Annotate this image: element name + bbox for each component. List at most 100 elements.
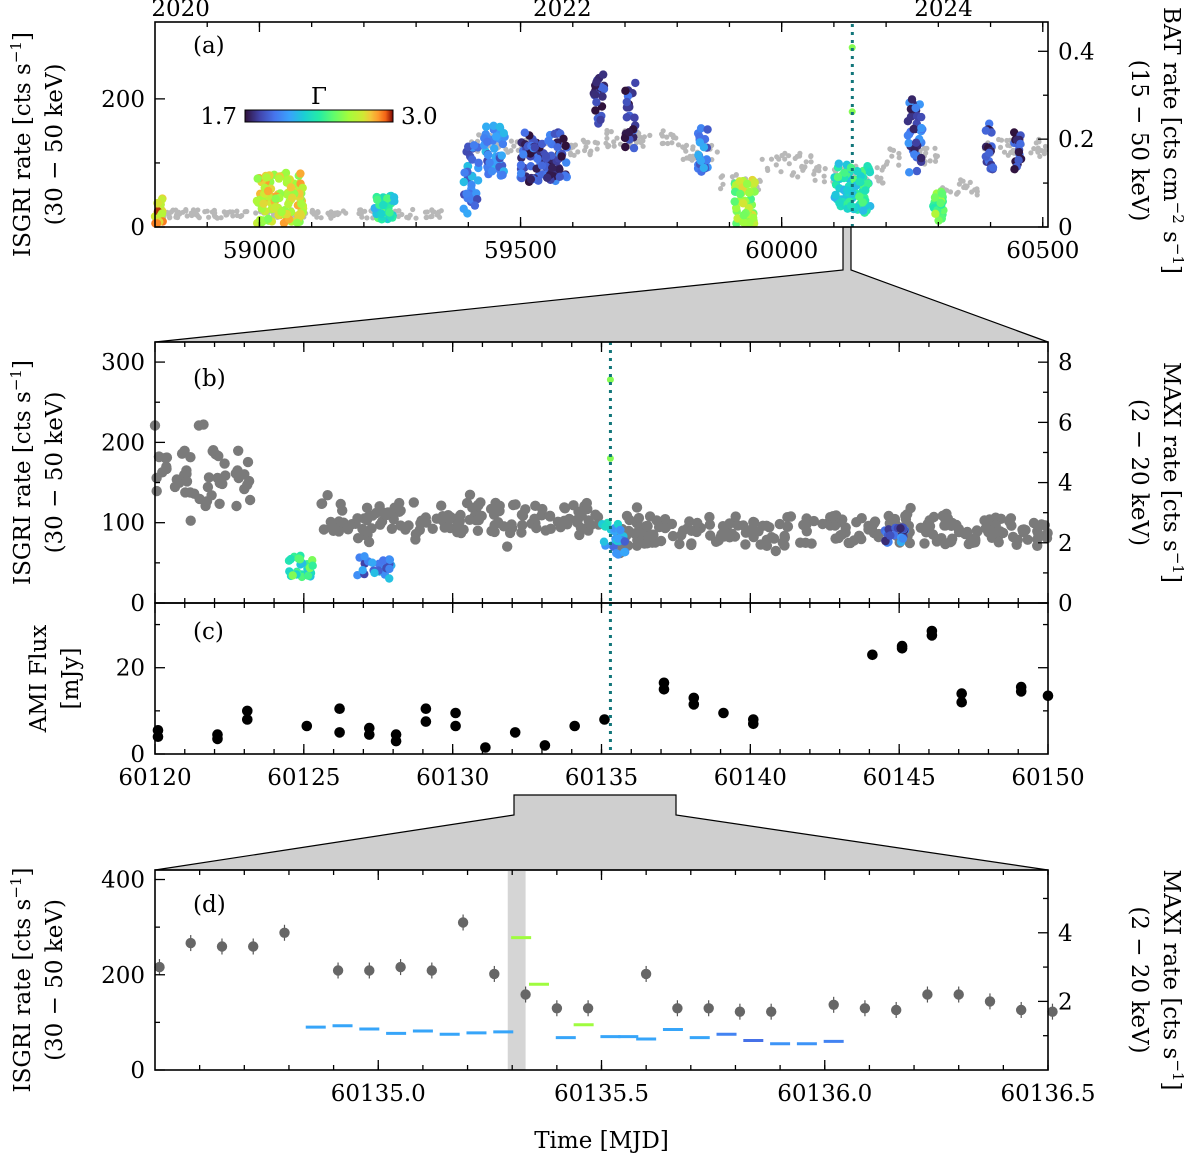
bat-point bbox=[244, 208, 250, 215]
isgri-point bbox=[271, 202, 280, 212]
maxi-point bbox=[891, 1004, 902, 1016]
maxi-point bbox=[795, 537, 806, 548]
maxi-point bbox=[233, 445, 244, 456]
isgri-point bbox=[912, 166, 922, 176]
bat-point bbox=[413, 215, 419, 221]
isgri-point bbox=[853, 167, 862, 176]
bat-point bbox=[476, 132, 482, 138]
maxi-point bbox=[674, 538, 685, 550]
isgri-point bbox=[537, 139, 547, 149]
isgri-point bbox=[473, 195, 482, 204]
maxi-point bbox=[540, 525, 551, 536]
maxi-point bbox=[902, 509, 913, 520]
isgri-point bbox=[555, 172, 564, 181]
maxi-point bbox=[590, 509, 601, 520]
bat-point bbox=[230, 213, 236, 219]
y-tick-label: 0 bbox=[130, 215, 145, 241]
isgri-point bbox=[620, 548, 629, 557]
x-axis-d: 60135.0 60135.5 60136.0 60136.5 bbox=[198, 870, 1096, 1107]
isgri-point bbox=[516, 169, 526, 178]
ami-point bbox=[688, 699, 700, 710]
maxi-point bbox=[154, 961, 165, 973]
y-axis-right: 0 0.2 0.4 bbox=[1038, 39, 1095, 241]
bat-point bbox=[759, 156, 765, 162]
ami-point bbox=[420, 703, 432, 714]
bat-point bbox=[808, 159, 814, 165]
panel-tag-d: (d) bbox=[193, 892, 226, 918]
bat-point bbox=[436, 209, 442, 215]
bat-point bbox=[357, 207, 363, 213]
bat-point bbox=[967, 179, 973, 185]
isgri-point bbox=[459, 177, 468, 187]
ami-point bbox=[334, 703, 345, 714]
isgri-point bbox=[703, 125, 712, 134]
isgri-point bbox=[373, 195, 382, 204]
y-tick-label-right: 4 bbox=[1058, 921, 1073, 947]
isgri-point bbox=[498, 170, 507, 180]
ami-point bbox=[956, 696, 967, 708]
bat-point bbox=[253, 210, 259, 216]
isgri-point bbox=[483, 137, 492, 146]
maxi-point bbox=[231, 500, 242, 512]
maxi-point bbox=[734, 1006, 746, 1017]
x-axis-a: 59000 59500 60000 60500 bbox=[206, 22, 1079, 264]
bat-point bbox=[669, 140, 675, 146]
maxi-point bbox=[641, 520, 653, 532]
isgri-point bbox=[555, 165, 564, 174]
isgri-point bbox=[612, 549, 621, 558]
maxi-point bbox=[220, 470, 231, 481]
isgri-point bbox=[621, 142, 630, 152]
isgri-point bbox=[358, 566, 367, 575]
bat-point bbox=[637, 134, 643, 140]
panel-tag-a: (a) bbox=[193, 33, 225, 59]
bat-point bbox=[812, 177, 818, 183]
bat-point bbox=[821, 173, 827, 179]
maxi-point bbox=[520, 504, 531, 515]
maxi-point bbox=[520, 989, 531, 1000]
maxi-point bbox=[684, 516, 695, 527]
isgri-point bbox=[1014, 156, 1023, 165]
maxi-point bbox=[919, 538, 930, 549]
isgri-point bbox=[281, 168, 291, 178]
bat-point bbox=[594, 146, 600, 152]
isgri-point bbox=[917, 123, 926, 133]
bat-point bbox=[1001, 149, 1008, 155]
bat-point bbox=[184, 213, 190, 219]
bat-point bbox=[567, 150, 574, 156]
bat-point bbox=[955, 189, 961, 195]
maxi-point bbox=[457, 917, 469, 928]
maxi-point bbox=[453, 518, 464, 529]
isgri-point bbox=[253, 174, 262, 183]
x-axis-c: 60120 60125 60130 60135 60140 60145 60150 bbox=[118, 603, 1085, 791]
isgri-point bbox=[385, 574, 394, 583]
maxi-point bbox=[940, 538, 951, 550]
maxi-point bbox=[318, 524, 330, 535]
bat-point bbox=[814, 165, 820, 171]
x-tick-label: 60150 bbox=[1011, 765, 1084, 791]
bat-point bbox=[175, 214, 181, 221]
isgri-point bbox=[936, 198, 945, 208]
isgri-point bbox=[252, 196, 262, 206]
isgri-point bbox=[274, 174, 284, 183]
maxi-point bbox=[410, 534, 421, 545]
ami-point bbox=[539, 740, 551, 751]
y-tick-label-right: 6 bbox=[1058, 410, 1073, 436]
bat-point bbox=[879, 167, 885, 173]
isgri-point bbox=[553, 143, 562, 152]
isgri-point bbox=[630, 113, 639, 122]
isgri-point bbox=[622, 97, 631, 107]
ylabel-right-b: MAXI rate [cts s−1](2 − 20 keV) bbox=[1126, 362, 1187, 583]
bat-point bbox=[896, 162, 902, 168]
maxi-point bbox=[748, 516, 759, 528]
isgri-point bbox=[896, 524, 905, 533]
maxi-point bbox=[151, 472, 162, 484]
bat-point bbox=[404, 214, 410, 220]
bat-point bbox=[641, 134, 648, 140]
isgri-point bbox=[842, 186, 852, 195]
isgri-point bbox=[526, 175, 536, 184]
maxi-point bbox=[206, 490, 217, 501]
maxi-point bbox=[640, 968, 652, 980]
maxi-point bbox=[185, 937, 196, 949]
bat-point bbox=[786, 153, 792, 159]
bat-point bbox=[874, 165, 880, 171]
